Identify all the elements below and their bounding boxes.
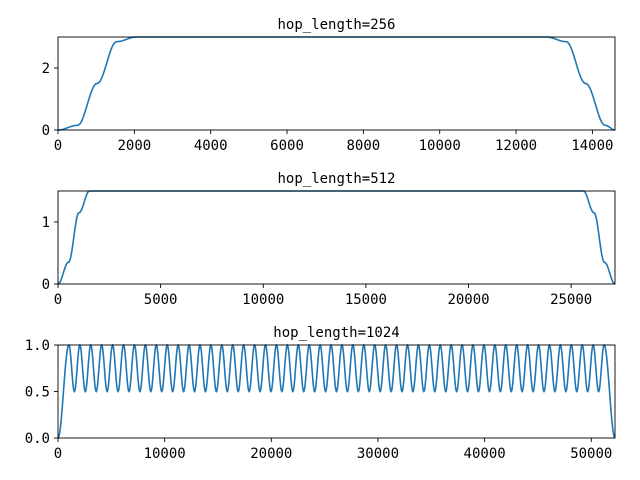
x-tick-label: 15000 <box>345 292 387 308</box>
x-tick-label: 0 <box>54 292 62 308</box>
y-tick-label: 0.5 <box>25 385 50 401</box>
axes-frame <box>57 190 616 285</box>
y-tick-label: 1 <box>42 215 50 231</box>
x-tick-label: 10000 <box>419 138 461 154</box>
x-tick-label: 30000 <box>357 446 399 462</box>
x-tick-label: 10000 <box>242 292 284 308</box>
y-tick-label: 0 <box>42 277 50 293</box>
series-line <box>58 344 615 439</box>
x-tick-label: 12000 <box>495 138 537 154</box>
y-tick-label: 0 <box>42 123 50 139</box>
x-tick-label: 6000 <box>270 138 304 154</box>
x-tick-label: 20000 <box>250 446 292 462</box>
y-tick-label: 1.0 <box>25 338 50 354</box>
x-tick-label: 50000 <box>570 446 612 462</box>
subplot-title: hop_length=512 <box>277 171 395 187</box>
subplot-2: hop_length=512 0 5000 10000 15000 20000 25000 0… <box>42 171 616 308</box>
subplot-1: hop_length=256 0 2000 4000 6000 8000 10000 1200… <box>42 17 616 154</box>
series-line <box>58 190 615 285</box>
x-tick-label: 5000 <box>144 292 178 308</box>
x-tick-label: 8000 <box>347 138 381 154</box>
subplot-3: hop_length=1024 0 10000 20000 30000 40000 5000… <box>25 325 616 462</box>
x-tick-label: 0 <box>54 138 62 154</box>
x-tick-label: 20000 <box>447 292 489 308</box>
x-tick-label: 2000 <box>117 138 151 154</box>
x-tick-label: 10000 <box>144 446 186 462</box>
axes-frame <box>57 36 616 131</box>
x-tick-label: 25000 <box>550 292 592 308</box>
x-tick-label: 0 <box>54 446 62 462</box>
series-line <box>58 36 615 131</box>
subplot-title: hop_length=1024 <box>273 325 399 341</box>
y-tick-label: 2 <box>42 61 50 77</box>
subplot-title: hop_length=256 <box>277 17 395 33</box>
x-tick-label: 40000 <box>464 446 506 462</box>
y-tick-label: 0.0 <box>25 431 50 447</box>
x-tick-label: 4000 <box>194 138 228 154</box>
x-tick-label: 14000 <box>571 138 613 154</box>
